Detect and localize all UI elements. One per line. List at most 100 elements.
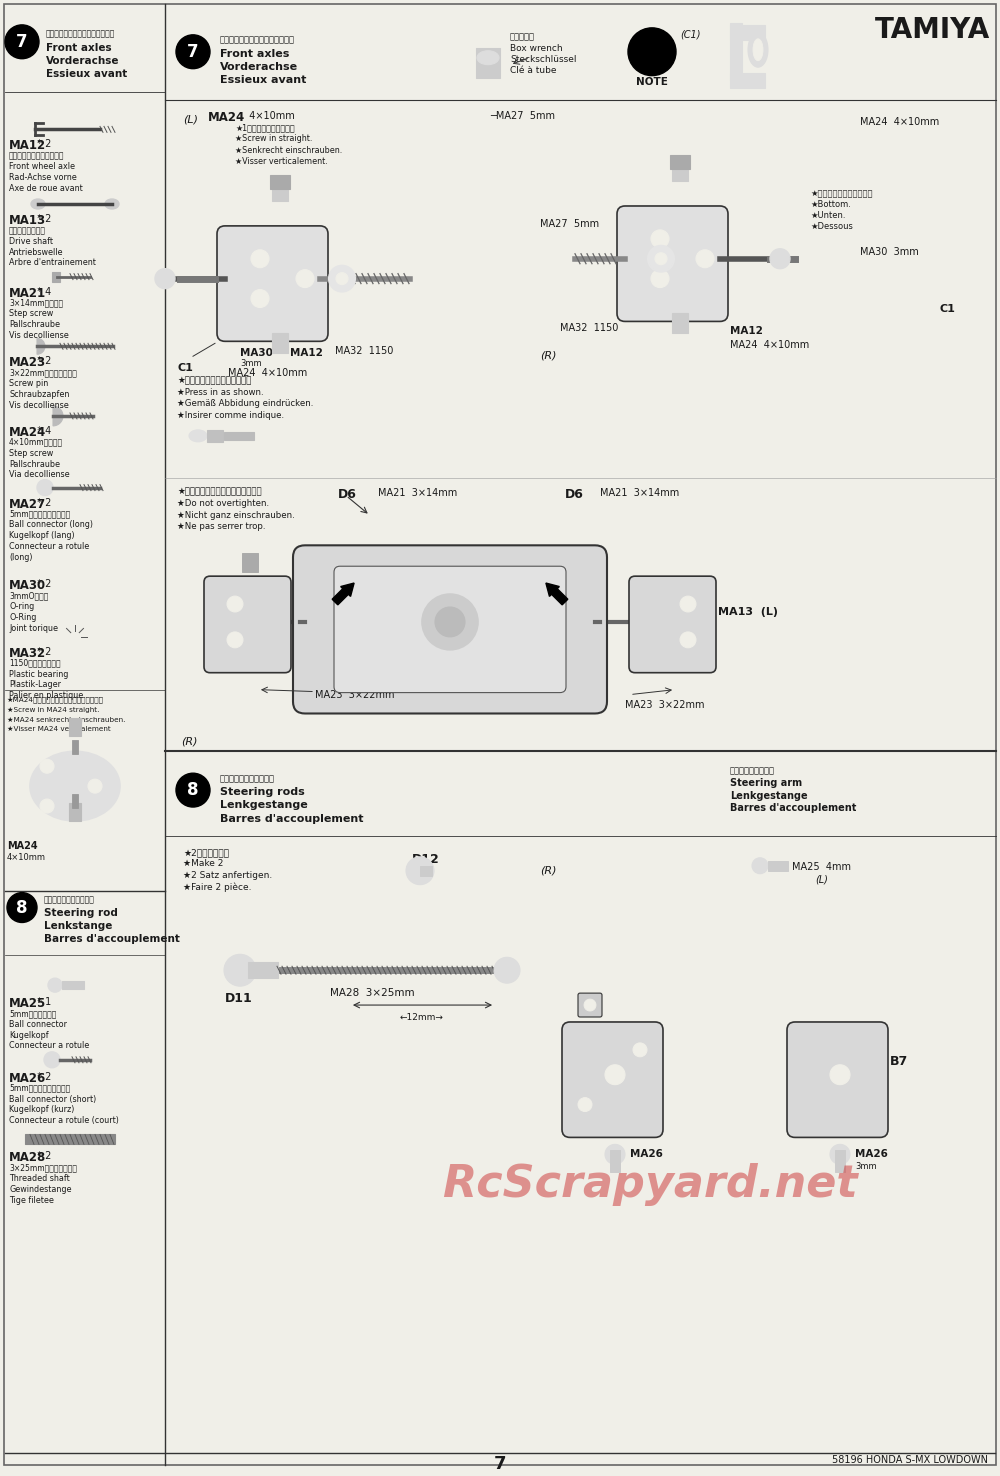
Circle shape bbox=[633, 1044, 647, 1057]
Text: フロントホイールアクスル: フロントホイールアクスル bbox=[9, 151, 64, 161]
Text: C1: C1 bbox=[940, 304, 956, 313]
FancyBboxPatch shape bbox=[334, 567, 566, 692]
Wedge shape bbox=[37, 338, 45, 354]
Text: MA24  4×10mm: MA24 4×10mm bbox=[730, 341, 809, 350]
Circle shape bbox=[88, 779, 102, 793]
Circle shape bbox=[251, 289, 269, 307]
Bar bbox=[270, 176, 290, 189]
Text: 3×25mm両ネジシャフト: 3×25mm両ネジシャフト bbox=[9, 1163, 77, 1172]
Text: (L): (L) bbox=[815, 875, 828, 884]
Text: MA27  5mm: MA27 5mm bbox=[540, 218, 599, 229]
Text: O-ring
O-Ring
Joint torique: O-ring O-Ring Joint torique bbox=[9, 602, 58, 633]
Circle shape bbox=[830, 1064, 850, 1085]
Bar bbox=[272, 334, 288, 353]
Text: ←12mm→: ←12mm→ bbox=[400, 1013, 444, 1021]
Text: (R): (R) bbox=[540, 350, 556, 360]
Text: D6: D6 bbox=[565, 487, 584, 500]
Text: MA12: MA12 bbox=[730, 326, 763, 337]
Text: MA12: MA12 bbox=[9, 139, 46, 152]
Text: MA24: MA24 bbox=[9, 427, 46, 438]
Text: Steering arm
Lenkgestange
Barres d'accouplement: Steering arm Lenkgestange Barres d'accou… bbox=[730, 778, 856, 813]
Text: (L): (L) bbox=[183, 115, 198, 124]
Ellipse shape bbox=[748, 32, 768, 68]
Circle shape bbox=[227, 596, 243, 613]
Text: MA13: MA13 bbox=[9, 214, 46, 227]
Circle shape bbox=[66, 561, 84, 579]
Text: 〈フロントアクスルの取り付け〉: 〈フロントアクスルの取り付け〉 bbox=[220, 35, 295, 44]
Bar bbox=[25, 1135, 115, 1144]
Text: ─MA27  5mm: ─MA27 5mm bbox=[490, 112, 555, 121]
Circle shape bbox=[680, 596, 696, 613]
Circle shape bbox=[48, 979, 62, 992]
Text: (R): (R) bbox=[400, 660, 414, 670]
Text: MA26: MA26 bbox=[9, 1072, 46, 1085]
Bar bbox=[476, 47, 500, 78]
Text: D12: D12 bbox=[412, 853, 440, 866]
Text: MA23: MA23 bbox=[9, 356, 46, 369]
Circle shape bbox=[770, 249, 790, 269]
Text: * 4: * 4 bbox=[31, 427, 51, 435]
Text: * 2: * 2 bbox=[31, 497, 51, 508]
Bar bbox=[730, 25, 765, 40]
Text: * 2: * 2 bbox=[31, 579, 51, 589]
Circle shape bbox=[37, 480, 53, 496]
Text: 3mm: 3mm bbox=[855, 1162, 877, 1172]
Text: Plastic bearing
Plastik-Lager
Palier en plastique: Plastic bearing Plastik-Lager Palier en … bbox=[9, 670, 83, 700]
Text: * 4: * 4 bbox=[31, 286, 51, 297]
Text: 〈フロントアクスルの取り付け〉: 〈フロントアクスルの取り付け〉 bbox=[46, 30, 115, 38]
Circle shape bbox=[329, 266, 355, 292]
FancyArrow shape bbox=[546, 583, 568, 605]
Text: MA24  4×10mm: MA24 4×10mm bbox=[228, 368, 307, 378]
Text: MA30: MA30 bbox=[240, 348, 273, 359]
Bar bbox=[72, 741, 78, 754]
Circle shape bbox=[44, 1052, 60, 1067]
Text: 5mmピローボール（長）: 5mmピローボール（長） bbox=[9, 509, 70, 518]
Text: Threaded shaft
Gewindestange
Tige filetee: Threaded shaft Gewindestange Tige filete… bbox=[9, 1175, 72, 1204]
Ellipse shape bbox=[477, 50, 499, 65]
Text: 5mmピローボール（短）: 5mmピローボール（短） bbox=[9, 1083, 70, 1092]
Circle shape bbox=[494, 958, 520, 983]
Circle shape bbox=[251, 249, 269, 267]
Text: * 2: * 2 bbox=[31, 139, 51, 149]
Bar bbox=[672, 156, 688, 182]
FancyBboxPatch shape bbox=[293, 545, 607, 713]
Text: 〈ステアリングロッド〉: 〈ステアリングロッド〉 bbox=[220, 775, 275, 784]
Text: ★Screw in MA24 straight.: ★Screw in MA24 straight. bbox=[7, 707, 99, 713]
Ellipse shape bbox=[105, 199, 119, 210]
Wedge shape bbox=[53, 406, 63, 427]
Bar bbox=[62, 982, 84, 989]
Circle shape bbox=[296, 270, 314, 288]
Text: MA13  (L): MA13 (L) bbox=[718, 607, 778, 617]
Text: MA13: MA13 bbox=[395, 646, 430, 657]
Circle shape bbox=[628, 28, 676, 75]
Circle shape bbox=[605, 1144, 625, 1165]
Text: 5mmピローボール: 5mmピローボール bbox=[9, 1010, 56, 1018]
Text: Box wrench
Steckschlüssel
Clé à tube: Box wrench Steckschlüssel Clé à tube bbox=[510, 44, 576, 75]
Text: 4×10mm段付ビス: 4×10mm段付ビス bbox=[9, 438, 63, 447]
Circle shape bbox=[651, 230, 669, 248]
Circle shape bbox=[176, 35, 210, 69]
Text: Steering rods
Lenkgestange
Barres d'accouplement: Steering rods Lenkgestange Barres d'acco… bbox=[220, 787, 364, 824]
Text: ★図の位置までおし込みます。
★Press in as shown.
★Gemäß Abbidung eindrücken.
★Insirer comme in: ★図の位置までおし込みます。 ★Press in as shown. ★Gemä… bbox=[177, 376, 313, 419]
FancyBboxPatch shape bbox=[787, 1021, 888, 1138]
Text: 注意: 注意 bbox=[644, 38, 660, 50]
Circle shape bbox=[435, 607, 465, 636]
Text: 〈ステアリングロッド〉: 〈ステアリングロッド〉 bbox=[44, 896, 95, 905]
Text: 3mmOリング: 3mmOリング bbox=[9, 590, 48, 601]
Text: MA32  1150: MA32 1150 bbox=[560, 323, 618, 334]
Bar bbox=[69, 719, 81, 737]
Bar bbox=[242, 558, 258, 573]
Text: Front wheel axle
Rad-Achse vorne
Axe de roue avant: Front wheel axle Rad-Achse vorne Axe de … bbox=[9, 162, 83, 193]
Text: MA25: MA25 bbox=[9, 998, 46, 1010]
Circle shape bbox=[584, 999, 596, 1011]
Text: 4×10mm: 4×10mm bbox=[7, 853, 46, 862]
Text: 十字レンチ: 十字レンチ bbox=[510, 32, 535, 41]
Text: * 2: * 2 bbox=[31, 356, 51, 366]
FancyArrow shape bbox=[332, 583, 354, 605]
Text: 1150プラベアリング: 1150プラベアリング bbox=[9, 658, 61, 667]
Bar bbox=[52, 272, 60, 282]
Text: ★MA24 senkrecht einschrauben.: ★MA24 senkrecht einschrauben. bbox=[7, 716, 125, 722]
Circle shape bbox=[5, 25, 39, 59]
Text: 4×10mm: 4×10mm bbox=[243, 112, 295, 121]
Text: Step screw
Pallschraube
Via decolliense: Step screw Pallschraube Via decolliense bbox=[9, 449, 70, 480]
